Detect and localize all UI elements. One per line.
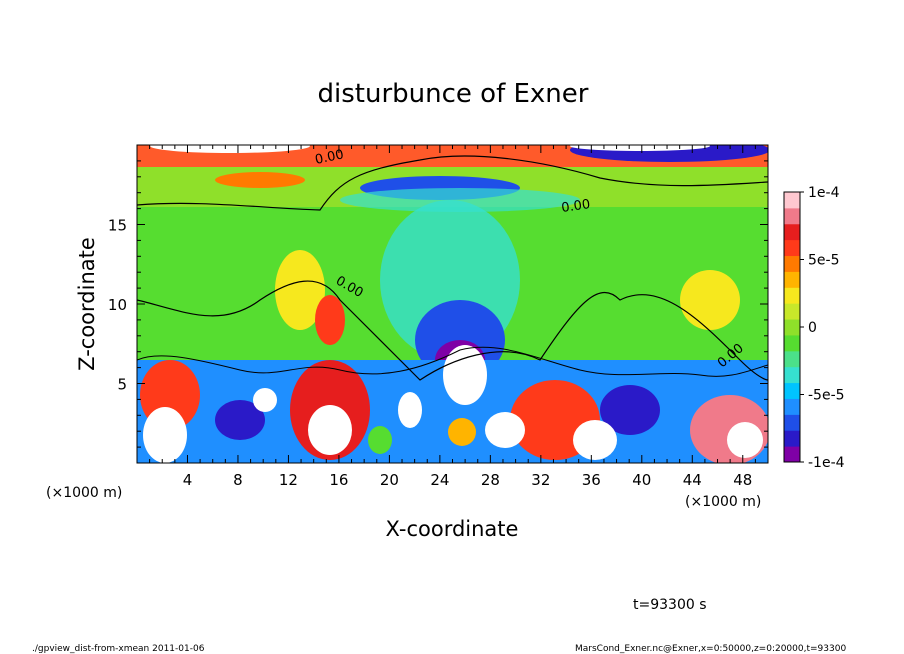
colorbar-label: -1e-4 <box>808 455 845 471</box>
y-tick-label: 5 <box>117 376 127 394</box>
colorbar-segment <box>784 207 800 225</box>
colorbar-segment <box>784 382 800 399</box>
contour-line-mid <box>137 280 768 381</box>
colorbar-segment <box>784 350 800 368</box>
x-axis: 4 8 12 16 20 24 28 32 36 40 44 48 <box>136 145 769 489</box>
field-blob-upper-cyan <box>340 188 580 212</box>
y-axis: 5 10 15 <box>108 144 768 464</box>
x-tick-label: 16 <box>329 471 348 489</box>
colorbar-segment <box>784 192 800 209</box>
colorbar-segment <box>784 414 800 431</box>
field-blob-lower-orange <box>448 418 476 446</box>
field-blob-red-left <box>315 295 345 345</box>
colorbar-labels: 1e-4 5e-5 0 -5e-5 -1e-4 <box>800 185 845 471</box>
y-tick-label: 10 <box>108 296 127 314</box>
x-tick-label: 4 <box>183 471 193 489</box>
x-tick-label: 40 <box>632 471 651 489</box>
x-tick-label: 20 <box>380 471 399 489</box>
field-blob-lower-purple-2 <box>215 400 265 440</box>
colorbar-segment <box>784 366 800 384</box>
colorbar-label: -5e-5 <box>808 388 845 404</box>
field-blob-lower-green <box>368 426 392 454</box>
field-blob-lower-white-3 <box>308 405 352 455</box>
colorbar-segment <box>784 398 800 415</box>
contour-label: 0.00 <box>560 197 591 216</box>
field-blob-top-white-right <box>570 145 710 151</box>
colorbar-label: 0 <box>808 320 817 336</box>
field-blob-top-white <box>150 145 310 153</box>
contour-line-upper <box>137 155 768 211</box>
colorbar-segment <box>784 287 800 304</box>
x-tick-label: 32 <box>531 471 550 489</box>
colorbar-segment <box>784 430 800 447</box>
field-blob-lower-white-7 <box>253 388 277 412</box>
colorbar-label: 5e-5 <box>808 253 839 269</box>
x-tick-label: 24 <box>430 471 449 489</box>
x-tick-label: 12 <box>279 471 298 489</box>
field-blob-lower-white-1 <box>443 345 487 405</box>
time-label: t=93300 s <box>633 597 707 613</box>
colorbar-segment <box>784 239 800 257</box>
field-blob-lower-white-4 <box>485 412 525 448</box>
x-tick-label: 8 <box>233 471 243 489</box>
field-blob-yellow-right <box>680 270 740 330</box>
colorbar <box>784 192 800 463</box>
x-tick-label: 36 <box>582 471 601 489</box>
colorbar-segment <box>784 271 800 288</box>
y-axis-unit: (×1000 m) <box>46 485 122 501</box>
contour-label: 0.00 <box>314 147 345 168</box>
chart-title: disturbunce of Exner <box>318 79 589 109</box>
x-tick-label: 28 <box>481 471 500 489</box>
heatmap-field <box>137 145 768 463</box>
field-blob-lower-white-5 <box>573 420 617 460</box>
footer-left: ./gpview_dist-from-xmean 2011-01-06 <box>32 644 205 654</box>
footer-right: MarsCond_Exner.nc@Exner,x=0:50000,z=0:20… <box>575 644 846 654</box>
field-blob-upper-orange <box>215 172 305 188</box>
x-tick-label: 48 <box>733 471 752 489</box>
field-blob-lower-purple-1 <box>600 385 660 435</box>
colorbar-segment <box>784 255 800 272</box>
x-tick-label: 44 <box>683 471 702 489</box>
field-blob-yellow-left <box>275 250 325 330</box>
field-blob-lower-white-6 <box>727 422 763 458</box>
colorbar-segment <box>784 223 800 241</box>
field-blob-lower-white-2 <box>143 407 187 463</box>
colorbar-label: 1e-4 <box>808 185 840 201</box>
colorbar-segment <box>784 334 800 352</box>
x-axis-unit: (×1000 m) <box>685 494 761 510</box>
colorbar-segment <box>784 303 800 320</box>
contour-line-lower <box>137 346 768 377</box>
field-blob-lower-white-8 <box>398 392 422 428</box>
y-axis-label: Z-coordinate <box>75 237 99 371</box>
colorbar-segment <box>784 446 800 463</box>
x-axis-label: X-coordinate <box>386 517 519 541</box>
y-tick-label: 15 <box>108 217 127 235</box>
colorbar-segment <box>784 319 800 336</box>
